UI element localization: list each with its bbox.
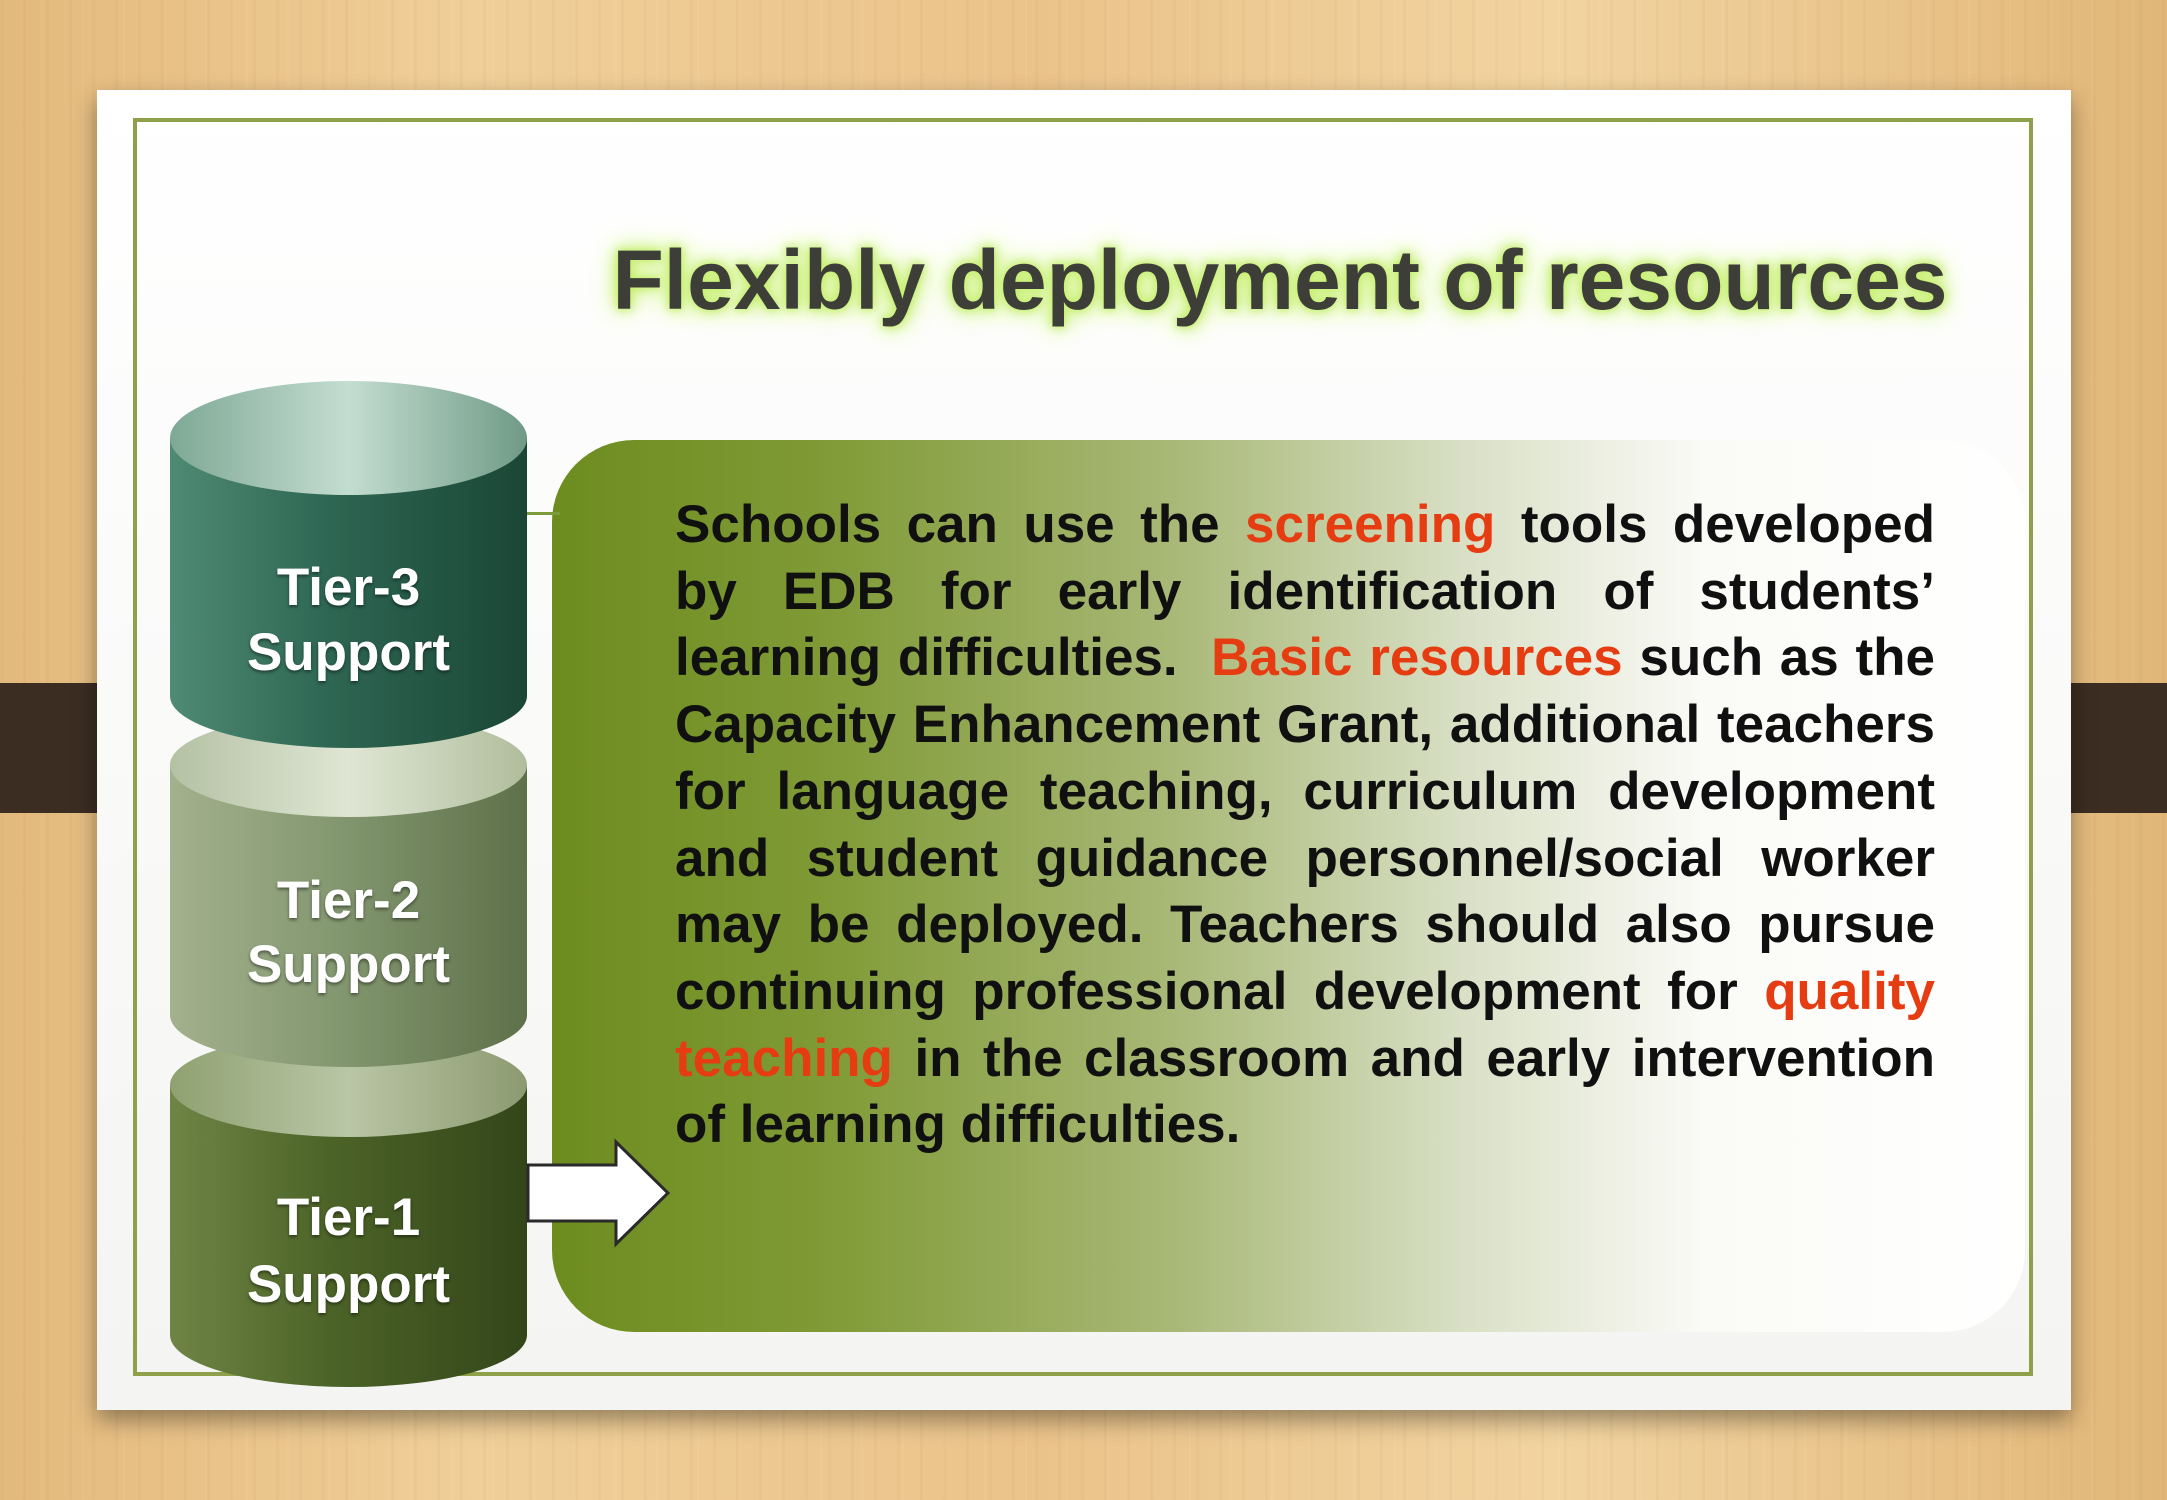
highlighted-term: Basic resources (1211, 628, 1623, 688)
highlighted-term: quality teaching (675, 961, 1935, 1088)
tier-2-cylinder: Tier-2 Support (170, 710, 527, 1070)
body-text-run: such as the Capacity Enhancement Grant, … (675, 628, 1935, 1021)
tier-3-cylinder-shape (170, 381, 527, 748)
body-text-run: in the classroom and early intervention … (675, 1028, 1935, 1155)
tier-3-cylinder: Tier-3 Support (170, 378, 527, 753)
tier-3-label-line2: Support (246, 623, 451, 682)
body-text-run: tools developed by EDB for early identif… (675, 495, 1935, 688)
right-arrow-icon (526, 1138, 671, 1248)
content-panel (552, 440, 2025, 1332)
slide-frame (133, 118, 2033, 1376)
body-text: Schools can use the screening tools deve… (675, 492, 1935, 1159)
highlighted-term: screening (1245, 495, 1496, 554)
tier-2-label-line2: Support (246, 935, 451, 994)
slide-title: Flexibly deployment of resources (612, 233, 1948, 327)
body-text-run: Schools can use the (675, 495, 1246, 554)
tier-3-label-line1: Tier-3 (276, 558, 421, 617)
tier-1-cylinder: Tier-1 Support (170, 1030, 527, 1390)
tier-1-label-line1: Tier-1 (276, 1188, 421, 1247)
tier-2-label-line1: Tier-2 (276, 871, 421, 930)
tier-1-label-line2: Support (246, 1255, 451, 1314)
